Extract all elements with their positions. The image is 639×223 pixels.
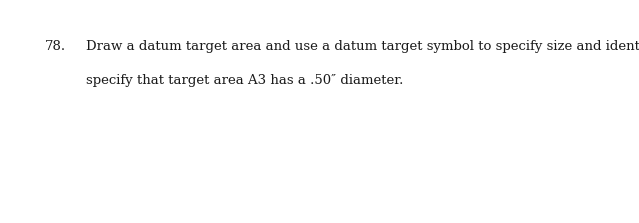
Text: specify that target area A3 has a .50″ diameter.: specify that target area A3 has a .50″ d… (86, 74, 404, 87)
Text: Draw a datum target area and use a datum target symbol to specify size and ident: Draw a datum target area and use a datum… (86, 40, 639, 53)
Text: 78.: 78. (45, 40, 66, 53)
